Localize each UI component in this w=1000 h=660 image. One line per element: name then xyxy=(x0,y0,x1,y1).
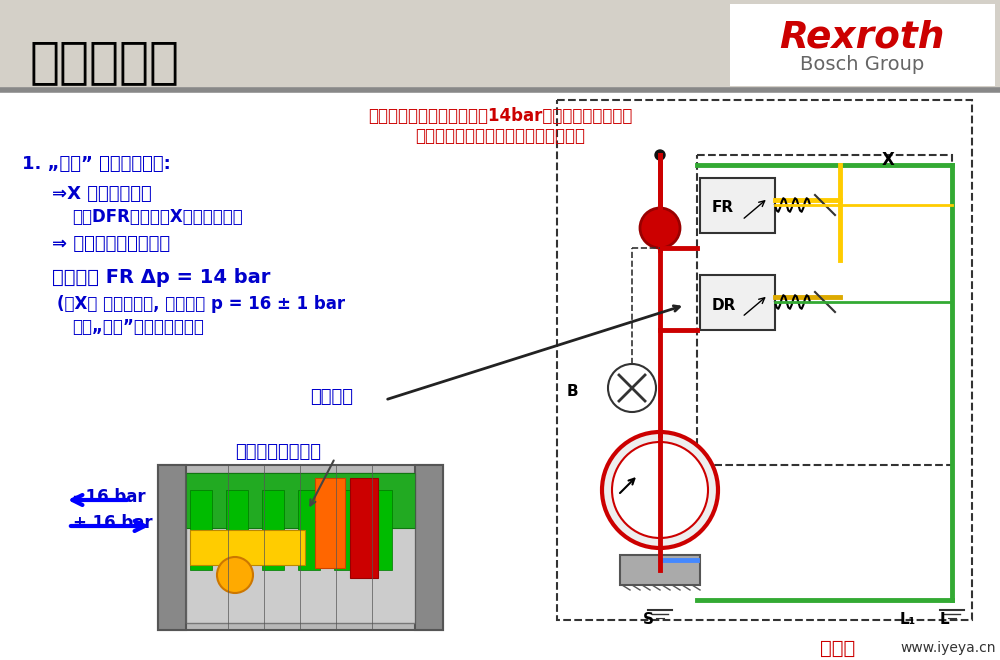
Circle shape xyxy=(640,208,680,248)
Text: 检测压力: 检测压力 xyxy=(310,388,353,406)
Text: 打开油堵即可检测: 打开油堵即可检测 xyxy=(235,443,321,461)
Circle shape xyxy=(655,150,665,160)
Text: DR: DR xyxy=(712,298,736,312)
Bar xyxy=(158,465,443,630)
Bar xyxy=(730,4,995,86)
Text: Rexroth: Rexroth xyxy=(779,20,945,56)
Text: + 16 bar: + 16 bar xyxy=(73,514,153,532)
Text: Bosch Group: Bosch Group xyxy=(800,55,924,75)
Bar xyxy=(315,478,345,568)
Text: www.iyeya.cn: www.iyeya.cn xyxy=(900,641,996,655)
Bar xyxy=(186,473,415,528)
Circle shape xyxy=(612,442,708,538)
Bar xyxy=(697,155,952,465)
Text: S: S xyxy=(643,612,654,628)
Text: 样本上给出的压差设定值为14bar，那么在实际应用中: 样本上给出的压差设定值为14bar，那么在实际应用中 xyxy=(368,107,632,125)
Bar xyxy=(700,275,775,330)
Text: 流量阀设定: 流量阀设定 xyxy=(30,38,180,86)
Text: L: L xyxy=(940,612,950,628)
Circle shape xyxy=(217,557,253,593)
Bar xyxy=(334,490,356,570)
Bar xyxy=(557,100,972,620)
Text: 1. „待命” 压力设定程序:: 1. „待命” 压力设定程序: xyxy=(22,155,171,173)
Circle shape xyxy=(608,364,656,412)
Text: X: X xyxy=(882,151,895,169)
Bar xyxy=(226,490,248,570)
Bar xyxy=(620,555,700,585)
Bar xyxy=(158,465,186,630)
Bar xyxy=(190,530,305,565)
Bar xyxy=(262,490,284,570)
Bar xyxy=(700,178,775,233)
Text: ⇒ 关闭油泵高压油口！: ⇒ 关闭油泵高压油口！ xyxy=(52,235,170,253)
Text: (当X口 泄压到油筱, 零位压力 p = 16 ± 1 bar: (当X口 泄压到油筱, 零位压力 p = 16 ± 1 bar xyxy=(57,295,345,313)
Circle shape xyxy=(602,432,718,548)
Text: 计为„待命”压力设定结果）: 计为„待命”压力设定结果） xyxy=(72,318,204,336)
Bar xyxy=(350,478,378,578)
Text: 什么情况下，我们需要调整这个值呢？: 什么情况下，我们需要调整这个值呢？ xyxy=(415,127,585,145)
Text: - 16 bar: - 16 bar xyxy=(73,488,146,506)
Bar xyxy=(415,465,443,630)
Bar xyxy=(0,0,1000,90)
Text: FR: FR xyxy=(712,201,734,216)
Text: ⇒X 口泄压到油筱: ⇒X 口泄压到油筱 xyxy=(52,185,152,203)
Bar xyxy=(186,473,415,623)
Bar xyxy=(190,490,212,570)
Bar xyxy=(370,490,392,570)
Bar xyxy=(298,490,320,570)
Text: 爱液压: 爱液压 xyxy=(820,638,855,657)
Text: L₁: L₁ xyxy=(900,612,916,628)
Text: 标准设定 FR Δp = 14 bar: 标准设定 FR Δp = 14 bar xyxy=(52,268,270,287)
Text: B: B xyxy=(567,383,579,399)
Text: （对DFR油泵关闭X口也可以！）: （对DFR油泵关闭X口也可以！） xyxy=(72,208,243,226)
